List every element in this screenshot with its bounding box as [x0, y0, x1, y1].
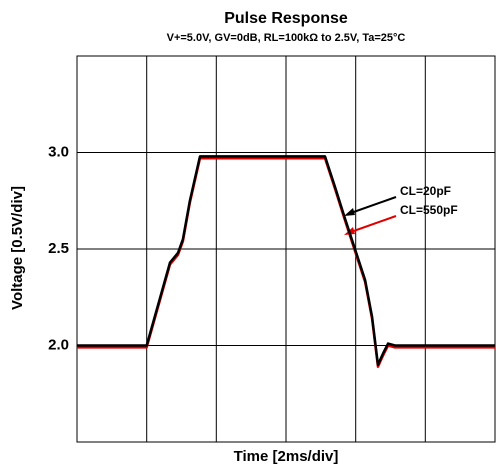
- y-axis-label: Voltage [0.5V/div]: [9, 186, 26, 310]
- annotation-arrow: [347, 215, 397, 234]
- y-tick-label: 3.0: [48, 143, 69, 160]
- arrow-head: [344, 208, 355, 216]
- x-axis-label: Time [2ms/div]: [234, 448, 339, 465]
- y-tick-label: 2.0: [48, 336, 69, 353]
- chart-title: Pulse Response: [224, 10, 348, 27]
- annotation-arrow: [347, 196, 397, 215]
- legend-label: CL=550pF: [400, 203, 458, 217]
- series-line: [77, 155, 495, 367]
- chart-subtitle: V+=5.0V, GV=0dB, RL=100kΩ to 2.5V, Ta=25…: [167, 32, 406, 44]
- y-tick-label: 2.5: [48, 240, 69, 257]
- legend-label: CL=20pF: [400, 184, 451, 198]
